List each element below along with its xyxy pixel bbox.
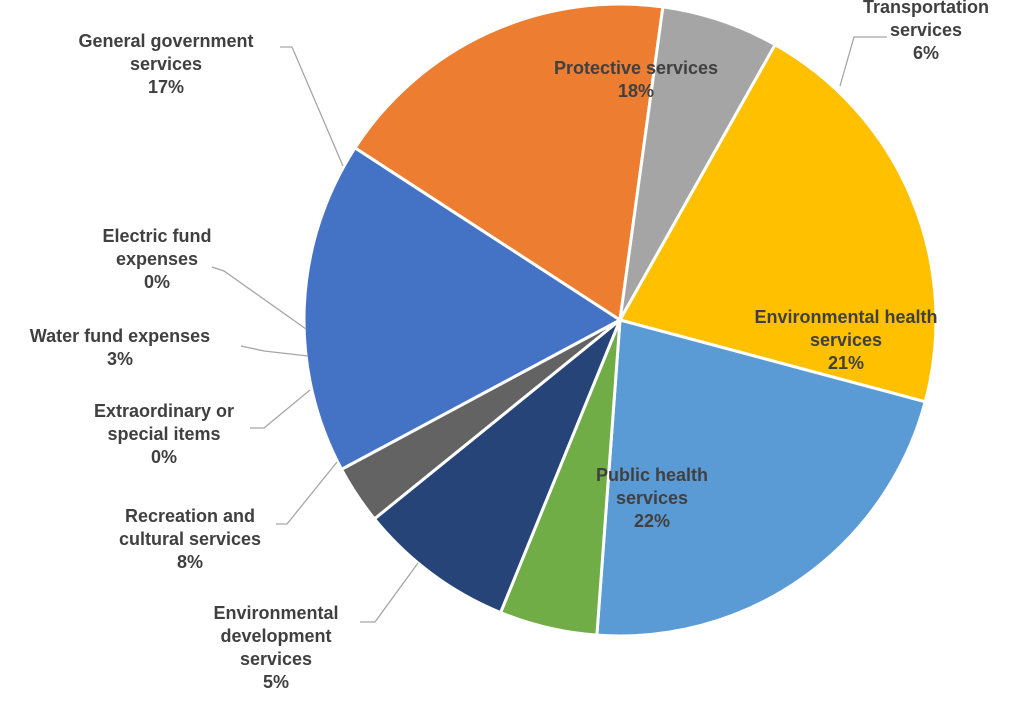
slice-name: Transportation [863, 0, 989, 17]
pie-slice [372, 318, 622, 615]
pie-slice [618, 5, 777, 322]
slice-name: Public health [596, 465, 708, 485]
slice-label: General government services 17% [78, 31, 253, 97]
slice-name: development [220, 626, 331, 646]
slice-name: services [130, 54, 202, 74]
pie-slice [595, 318, 927, 638]
slice-label: Extraordinary or special items 0% [94, 401, 234, 467]
slice-name: Water fund expenses [30, 326, 210, 346]
pie-slice [353, 2, 665, 322]
slice-name: expenses [116, 249, 198, 269]
slice-name: services [890, 20, 962, 40]
slice-percent: 22% [634, 511, 670, 531]
slice-percent: 6% [913, 43, 939, 63]
slice-label: Electric fund expenses 0% [102, 226, 211, 292]
slice-percent: 8% [177, 552, 203, 572]
leader-lines [211, 36, 887, 623]
slice-label: Public health services 22% [596, 465, 708, 531]
slice-label: Recreation and cultural services 8% [119, 506, 261, 572]
leader-line [839, 36, 887, 87]
leader-line [240, 345, 309, 357]
data-labels: Protective services 18% Transportation serv… [30, 0, 989, 692]
slice-percent: 3% [107, 349, 133, 369]
leader-line [211, 266, 307, 330]
slice-label: Environmental health services 21% [754, 307, 937, 373]
leader-line [276, 461, 338, 525]
pie-slice [302, 146, 622, 471]
slice-name: cultural services [119, 529, 261, 549]
slice-name: services [810, 330, 882, 350]
slice-label: Water fund expenses 3% [30, 326, 210, 369]
pie-slices [302, 2, 938, 638]
slice-name: Environmental health [754, 307, 937, 327]
slice-name: Protective services [554, 58, 718, 78]
slice-label: Transportation services 6% [863, 0, 989, 63]
slice-name: services [616, 488, 688, 508]
slice-percent: 0% [144, 272, 170, 292]
slice-percent: 5% [263, 672, 289, 692]
slice-name: services [240, 649, 312, 669]
leader-line [280, 46, 344, 167]
slice-name: special items [107, 424, 220, 444]
slice-percent: 21% [828, 353, 864, 373]
slice-name: Extraordinary or [94, 401, 234, 421]
slice-percent: 18% [618, 81, 654, 101]
slice-label: Protective services 18% [554, 58, 718, 101]
slice-name: Recreation and [125, 506, 255, 526]
slice-percent: 17% [148, 77, 184, 97]
slice-name: Electric fund [102, 226, 211, 246]
slice-label: Environmental development services 5% [213, 603, 338, 692]
leader-line [250, 389, 311, 429]
slice-percent: 0% [151, 447, 177, 467]
leader-line [360, 562, 419, 623]
slice-name: Environmental [213, 603, 338, 623]
slice-name: General government [78, 31, 253, 51]
pie-slice [618, 43, 938, 404]
